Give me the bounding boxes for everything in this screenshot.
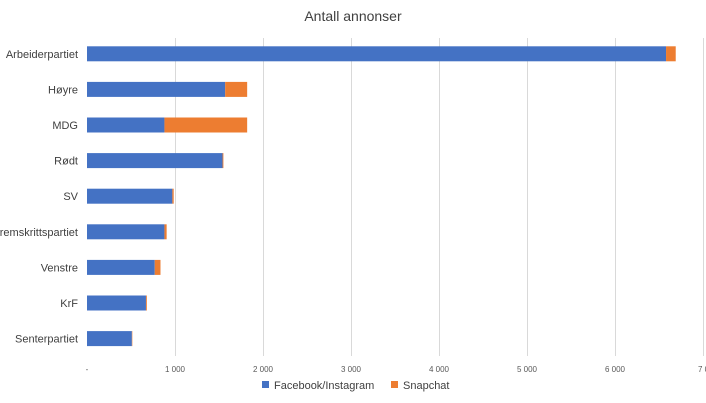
category-label: SV (63, 191, 78, 203)
legend-swatch (262, 381, 269, 388)
x-tick-label: 7 0 (698, 365, 706, 374)
category-label: Arbeiderpartiet (6, 49, 78, 61)
gridlines (175, 38, 704, 356)
bar-snapchat (222, 153, 224, 169)
bar-snapchat (154, 259, 161, 275)
legend-label: Snapchat (403, 380, 449, 392)
x-tick-label: 3 000 (341, 365, 362, 374)
bar-facebook-instagram (87, 81, 226, 97)
category-label: MDG (52, 120, 78, 132)
category-labels: Arbeiderpartiet Høyre MDG Rødt SV Fremskritts… (0, 49, 79, 346)
category-label: Rødt (54, 156, 78, 168)
x-tick-label: 5 000 (517, 365, 538, 374)
legend: Facebook/Instagram Snapchat (262, 380, 449, 392)
bars (87, 46, 676, 347)
legend-label: Facebook/Instagram (274, 380, 374, 392)
bar-snapchat (164, 117, 248, 133)
bar-facebook-instagram (87, 259, 155, 275)
bar-facebook-instagram (87, 153, 223, 169)
category-label: KrF (60, 298, 78, 310)
bar-snapchat (164, 224, 167, 240)
legend-swatch (391, 381, 398, 388)
x-tick-label: 2 000 (253, 365, 274, 374)
x-axis-tick-labels: - 1 000 2 000 3 000 4 000 5 000 6 000 7 0 (86, 365, 706, 374)
category-label: Senterpartiet (15, 334, 78, 346)
bar-facebook-instagram (87, 295, 146, 311)
x-tick-label: - (86, 365, 89, 374)
x-tick-label: 6 000 (605, 365, 626, 374)
category-label: Høyre (48, 84, 78, 96)
category-label: Venstre (41, 262, 78, 274)
bar-facebook-instagram (87, 188, 173, 204)
bar-snapchat (225, 81, 248, 97)
bar-facebook-instagram (87, 224, 165, 240)
bar-snapchat (145, 295, 147, 311)
x-tick-label: 1 000 (165, 365, 186, 374)
bar-snapchat (666, 46, 676, 62)
x-tick-label: 4 000 (429, 365, 450, 374)
bar-facebook-instagram (87, 46, 667, 62)
bar-snapchat (172, 188, 174, 204)
bar-facebook-instagram (87, 331, 132, 347)
chart-title: Antall annonser (304, 8, 402, 24)
bar-facebook-instagram (87, 117, 165, 133)
category-label: Fremskrittspartiet (0, 227, 78, 239)
